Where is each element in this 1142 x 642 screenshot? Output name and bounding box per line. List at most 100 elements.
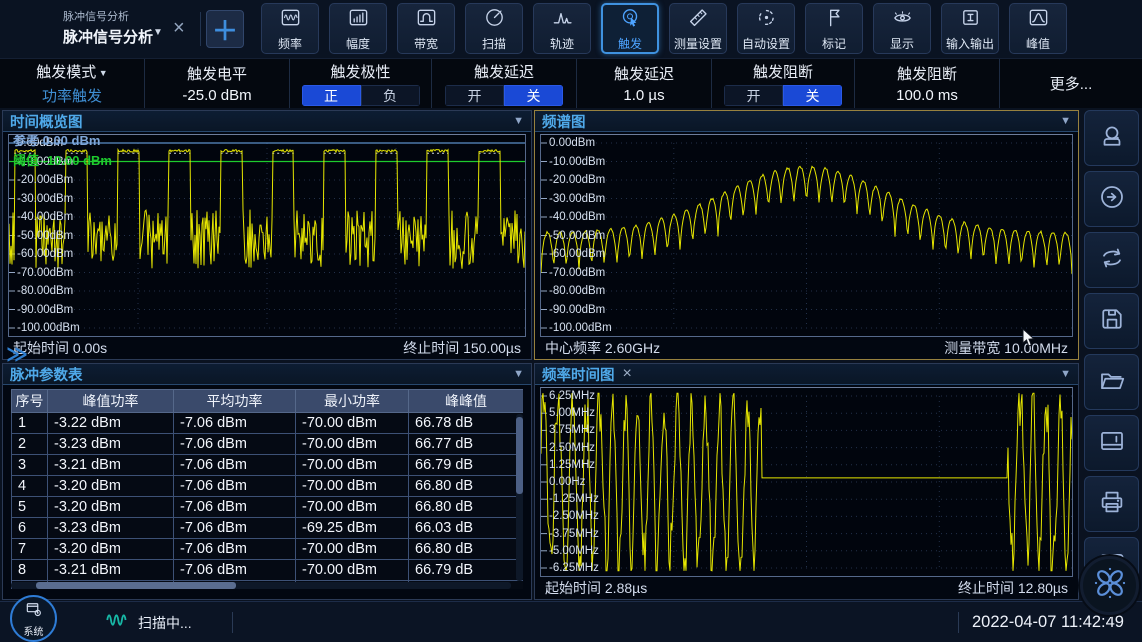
ruler-icon <box>687 6 710 34</box>
sidebar-button-preset[interactable] <box>1084 110 1139 166</box>
table-row[interactable]: 7 -3.20 dBm -7.06 dBm -70.00 dBm 66.80 dB <box>11 538 523 560</box>
toolbar-button-bars-box[interactable]: 幅度 <box>329 3 387 54</box>
toolbar-button-eye[interactable]: 显示 <box>873 3 931 54</box>
sidebar-button-run-arrow[interactable] <box>1084 171 1139 227</box>
toolbar-button-auto-loop[interactable]: 自动设置 <box>737 3 795 54</box>
panel-caret-icon[interactable]: ▼ <box>513 368 524 380</box>
table-column-header[interactable]: 序号 <box>11 389 48 413</box>
peak-dome-icon <box>1027 6 1050 34</box>
toggle-option[interactable]: 关 <box>504 85 563 106</box>
table-row[interactable]: 2 -3.23 dBm -7.06 dBm -70.00 dBm 66.77 dB <box>11 433 523 455</box>
trigger-section: 触发阻断 100.0 ms <box>855 59 1000 108</box>
sidebar-button-refresh[interactable] <box>1084 232 1139 288</box>
toggle-option[interactable]: 开 <box>724 85 783 106</box>
panel-time-overview: 时间概览图 ▼ 参考 0.00 dBm 阈值 -10.00 dBm 0.00dB… <box>2 110 532 360</box>
threshold-level-label: 阈值 -10.00 dBm <box>13 152 112 168</box>
table-row[interactable]: 8 -3.21 dBm -7.06 dBm -70.00 dBm 66.79 dB <box>11 559 523 581</box>
trigger-section-label: 触发阻断 <box>896 66 957 83</box>
scrollbar-thumb[interactable] <box>36 582 236 589</box>
toggle-option[interactable]: 正 <box>301 85 361 106</box>
add-tab-button[interactable]: ＋ <box>206 10 244 48</box>
axis-tick-label: 0.00dBm <box>549 137 596 149</box>
table-column-header[interactable]: 峰峰值 <box>408 389 523 413</box>
trigger-section-label: 触发模式 ▼ <box>36 64 108 81</box>
trigger-section-value[interactable]: 功率触发 <box>41 88 102 105</box>
table-cell: -7.06 dBm <box>173 538 296 560</box>
axis-tick-label: -6.25MHz <box>549 562 599 574</box>
table-row[interactable]: 5 -3.20 dBm -7.06 dBm -70.00 dBm 66.80 dB <box>11 496 523 518</box>
table-row[interactable]: 3 -3.21 dBm -7.06 dBm -70.00 dBm 66.79 dB <box>11 454 523 476</box>
toolbar-button-flag[interactable]: 标记 <box>805 3 863 54</box>
sidebar-button-printer[interactable] <box>1084 476 1139 532</box>
axis-tick-label: -1.25MHz <box>549 493 599 506</box>
panel-caret-icon[interactable]: ▼ <box>1060 115 1071 127</box>
toolbar-button-label: 峰值 <box>1025 36 1050 51</box>
trigger-section[interactable]: 更多... <box>1000 59 1142 108</box>
toolbar-button-label: 标记 <box>821 36 846 51</box>
toolbar-button-trace-peak[interactable]: 轨迹 <box>533 3 591 54</box>
table-column-header[interactable]: 最小功率 <box>295 389 409 413</box>
table-horizontal-scrollbar[interactable] <box>11 582 511 589</box>
toolbar-button-label: 输入输出 <box>945 36 994 51</box>
tab-title[interactable]: 脉冲信号分析 <box>63 29 154 46</box>
toggle-option[interactable]: 开 <box>445 85 504 106</box>
toolbar-button-io-box[interactable]: 输入输出 <box>941 3 999 54</box>
trigger-section-value[interactable]: -25.0 dBm <box>182 87 252 104</box>
chart-ft-trace <box>541 392 1072 572</box>
toolbar-button-sweep-clock[interactable]: 扫描 <box>465 3 523 54</box>
axis-tick-label: -90.00dBm <box>17 303 74 316</box>
axis-tick-label: -80.00dBm <box>549 285 606 297</box>
statusbar-divider <box>232 612 233 633</box>
panel-caret-icon[interactable]: ▼ <box>1060 368 1071 380</box>
axis-tick-label: -20.00dBm <box>549 174 606 186</box>
sidebar-button-screenshot-window[interactable] <box>1084 415 1139 471</box>
table-cell: -7.06 dBm <box>173 517 296 539</box>
toolbar-button-trigger-target[interactable]: 触发 <box>601 3 659 54</box>
table-cell: 66.80 dB <box>408 496 523 518</box>
table-vertical-scrollbar[interactable] <box>516 414 523 581</box>
reference-level-label: 参考 0.00 dBm <box>13 134 101 148</box>
toggle-option[interactable]: 负 <box>360 85 420 106</box>
table-row[interactable]: 4 -3.20 dBm -7.06 dBm -70.00 dBm 66.80 dB <box>11 475 523 497</box>
system-button[interactable]: 系统 <box>10 595 57 642</box>
windmill-icon <box>1090 563 1130 608</box>
toolbar-button-waveform-box[interactable]: 频率 <box>261 3 319 54</box>
panel-caret-icon[interactable]: ▼ <box>513 115 524 127</box>
auto-loop-icon <box>755 6 778 34</box>
toolbar-button-ruler[interactable]: 测量设置 <box>669 3 727 54</box>
trigger-section: 触发极性正负 <box>290 59 432 108</box>
trigger-section-label: 触发阻断 <box>752 64 813 81</box>
toggle-option[interactable]: 关 <box>783 85 842 106</box>
axis-tick-label: 1.25MHz <box>549 458 596 471</box>
expand-chevrons-icon[interactable]: ≫ <box>6 343 28 366</box>
panel-header: 脉冲参数表 ▼ <box>3 364 531 385</box>
table-cell: 66.77 dB <box>408 433 523 455</box>
windmill-button[interactable] <box>1080 556 1139 615</box>
sidebar-button-folder-open[interactable] <box>1084 354 1139 410</box>
trigger-section-value[interactable]: 100.0 ms <box>896 87 958 104</box>
table-column-header[interactable]: 平均功率 <box>173 389 296 413</box>
axis-tick-label: -60.00dBm <box>549 248 606 260</box>
panel-footer: 起始时间 0.00s 终止时间 150.00µs <box>3 337 531 359</box>
axis-tick-label: -90.00dBm <box>549 303 606 316</box>
axis-tick-label: -5.00MHz <box>549 544 599 557</box>
table-column-header[interactable]: 峰值功率 <box>47 389 174 413</box>
sidebar-button-save[interactable] <box>1084 293 1139 349</box>
flag-icon <box>823 6 846 34</box>
scrollbar-thumb[interactable] <box>516 417 523 495</box>
axis-tick-label: 5.00MHz <box>549 407 596 420</box>
tab-close-icon[interactable]: × <box>173 17 185 39</box>
trigger-section-value[interactable]: 1.0 µs <box>623 87 665 104</box>
table-row[interactable]: 1 -3.22 dBm -7.06 dBm -70.00 dBm 66.78 dB <box>11 412 523 434</box>
toolbar-button-label: 显示 <box>889 36 914 51</box>
table-row[interactable]: 6 -3.23 dBm -7.06 dBm -69.25 dBm 66.03 dB <box>11 517 523 539</box>
table-cell: -70.00 dBm <box>295 496 409 518</box>
freq-time-chart: 6.25MHz 5.00MHz 3.75MHz 2.50MHz 1.25MHz 0.00H… <box>540 387 1073 577</box>
axis-tick-label: -30.00dBm <box>17 192 74 205</box>
tab-dropdown-caret-icon[interactable]: ▼ <box>153 27 163 38</box>
toolbar-button-pulse-box[interactable]: 带宽 <box>397 3 455 54</box>
axis-tick-label: 0.00Hz <box>549 476 586 488</box>
toolbar-button-peak-dome[interactable]: 峰值 <box>1009 3 1067 54</box>
table-cell: -70.00 dBm <box>295 412 409 434</box>
panel-close-icon[interactable]: × <box>622 365 632 382</box>
